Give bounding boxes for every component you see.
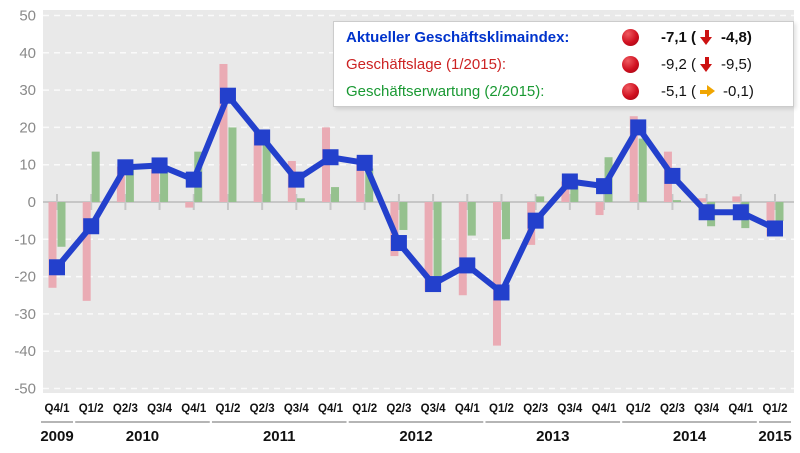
svg-text:Q4/1: Q4/1 <box>592 403 618 415</box>
value-text: -9,2 ( <box>661 56 697 73</box>
svg-text:Q4/1: Q4/1 <box>728 403 754 415</box>
change-text: -4,8) <box>721 29 752 46</box>
svg-text:2015: 2015 <box>758 428 791 445</box>
svg-text:50: 50 <box>19 8 36 25</box>
svg-text:Q1/2: Q1/2 <box>626 403 651 415</box>
svg-text:Q1/2: Q1/2 <box>352 403 377 415</box>
svg-text:30: 30 <box>19 82 36 99</box>
svg-text:-40: -40 <box>14 343 36 360</box>
svg-text:Q2/3: Q2/3 <box>523 403 548 415</box>
svg-text:Q4/1: Q4/1 <box>45 403 71 415</box>
legend-label-lage: Geschäftslage (1/2015): <box>346 56 507 73</box>
svg-text:0: 0 <box>28 194 36 211</box>
svg-text:Q1/2: Q1/2 <box>489 403 514 415</box>
svg-text:2013: 2013 <box>536 428 569 445</box>
svg-text:Q1/2: Q1/2 <box>763 403 788 415</box>
change-text: -0,1) <box>723 83 754 100</box>
change-text: -9,5) <box>721 56 752 73</box>
svg-text:Q3/4: Q3/4 <box>421 403 447 415</box>
legend-value-index: -7,1 ( -4,8) <box>661 29 752 46</box>
svg-text:-30: -30 <box>14 306 36 323</box>
down-arrow-icon <box>700 30 713 45</box>
svg-text:2014: 2014 <box>673 428 707 445</box>
legend-value-erwartung: -5,1 ( -0,1) <box>661 83 754 100</box>
legend-label-erwartung: Geschäftserwartung (2/2015): <box>346 83 545 100</box>
red-ball-icon <box>622 29 639 46</box>
svg-text:-50: -50 <box>14 381 36 398</box>
value-text: -5,1 ( <box>661 83 697 100</box>
svg-text:2010: 2010 <box>126 428 159 445</box>
svg-text:-10: -10 <box>14 231 36 248</box>
down-arrow-icon <box>700 57 713 72</box>
svg-text:Q3/4: Q3/4 <box>284 403 310 415</box>
red-ball-icon <box>622 83 639 100</box>
svg-text:2012: 2012 <box>399 428 432 445</box>
svg-text:Q3/4: Q3/4 <box>147 403 173 415</box>
svg-text:Q1/2: Q1/2 <box>215 403 240 415</box>
svg-text:2009: 2009 <box>40 428 73 445</box>
legend-row-index: Aktueller Geschäftsklimaindex: -7,1 ( -4,… <box>346 29 783 46</box>
right-arrow-icon <box>700 85 716 98</box>
svg-text:Q1/2: Q1/2 <box>79 403 104 415</box>
svg-text:20: 20 <box>19 119 36 136</box>
svg-text:Q3/4: Q3/4 <box>557 403 583 415</box>
svg-text:10: 10 <box>19 157 36 174</box>
svg-text:Q4/1: Q4/1 <box>181 403 207 415</box>
value-text: -7,1 ( <box>661 29 697 46</box>
svg-text:2011: 2011 <box>263 428 296 445</box>
svg-text:Q4/1: Q4/1 <box>318 403 344 415</box>
svg-text:-20: -20 <box>14 269 36 286</box>
svg-text:Q4/1: Q4/1 <box>455 403 481 415</box>
svg-text:Q2/3: Q2/3 <box>113 403 138 415</box>
legend-value-lage: -9,2 ( -9,5) <box>661 56 752 73</box>
svg-text:40: 40 <box>19 45 36 62</box>
svg-text:Q2/3: Q2/3 <box>386 403 411 415</box>
svg-text:Q3/4: Q3/4 <box>694 403 720 415</box>
legend-row-lage: Geschäftslage (1/2015): -9,2 ( -9,5) <box>346 56 783 73</box>
red-ball-icon <box>622 56 639 73</box>
svg-text:Q2/3: Q2/3 <box>250 403 275 415</box>
legend-row-erwartung: Geschäftserwartung (2/2015): -5,1 ( -0,1) <box>346 83 783 100</box>
legend-label-index: Aktueller Geschäftsklimaindex: <box>346 29 570 46</box>
chart-legend: Aktueller Geschäftsklimaindex: -7,1 ( -4,… <box>333 21 794 107</box>
svg-text:Q2/3: Q2/3 <box>660 403 685 415</box>
